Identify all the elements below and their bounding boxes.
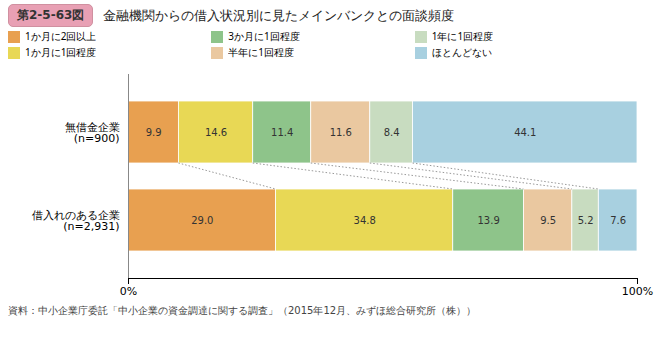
svg-text:44.1: 44.1	[514, 127, 536, 138]
svg-text:5.2: 5.2	[578, 215, 594, 226]
html-text:3か月に1回程度: 3か月に1回程度	[228, 29, 300, 43]
svg-text:借入れのある企業(n=2,931): 借入れのある企業(n=2,931)	[32, 209, 120, 233]
html-text:第2-5-63図: 第2-5-63図	[17, 8, 85, 22]
html-text:半年に1回程度: 半年に1回程度	[228, 45, 295, 59]
svg-text:11.4: 11.4	[271, 127, 293, 138]
svg-text:13.9: 13.9	[477, 215, 499, 226]
svg-text:8.4: 8.4	[384, 127, 400, 138]
svg-text:14.6: 14.6	[205, 127, 227, 138]
svg-text:29.0: 29.0	[191, 215, 213, 226]
svg-text:7.6: 7.6	[610, 215, 626, 226]
html-text:1か月に2回以上: 1か月に2回以上	[25, 29, 97, 43]
svg-text:無借金企業(n=900): 無借金企業(n=900)	[65, 121, 120, 145]
html-text:1か月に1回程度: 1か月に1回程度	[25, 45, 97, 59]
svg-text:11.6: 11.6	[330, 127, 352, 138]
svg-text:100%: 100%	[622, 285, 653, 298]
svg-text:34.8: 34.8	[354, 215, 376, 226]
svg-text:9.9: 9.9	[146, 127, 162, 138]
svg-text:9.5: 9.5	[540, 215, 556, 226]
html-text:1年に1回程度: 1年に1回程度	[431, 29, 494, 43]
html-text:資料：中小企業庁委託「中小企業の資金調達に関する調査」（20: 資料：中小企業庁委託「中小企業の資金調達に関する調査」（2015年12月、みずほ…	[8, 305, 477, 316]
html-text:ほとんどない: ほとんどない	[431, 45, 492, 59]
html-text:金融機関からの借入状況別に見たメインバンクとの面談頻度: 金融機関からの借入状況別に見たメインバンクとの面談頻度	[103, 7, 455, 23]
svg-text:0%: 0%	[120, 285, 137, 298]
